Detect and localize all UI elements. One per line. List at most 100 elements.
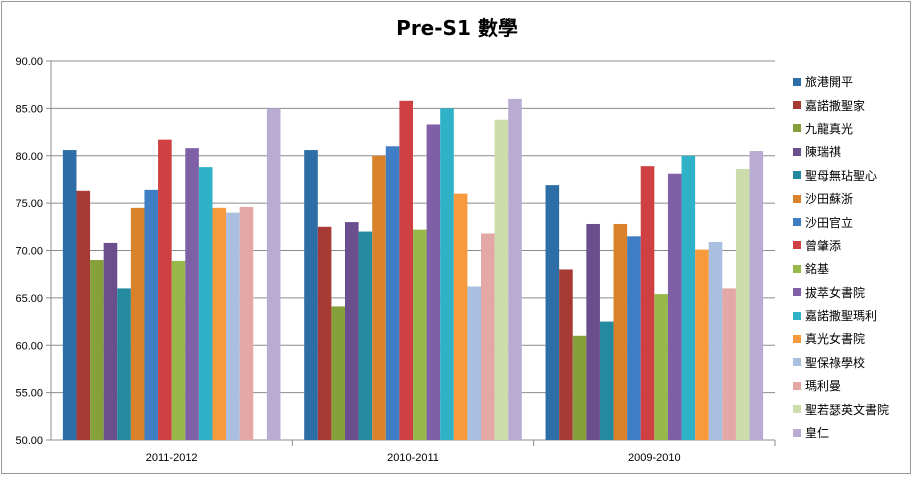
bar [345, 222, 359, 440]
legend-item: 曾肇添 [793, 234, 908, 257]
legend-swatch [793, 194, 801, 203]
legend-item: 聖母無玷聖心 [793, 164, 908, 187]
bar [559, 269, 573, 440]
legend-label: 陳瑞祺 [805, 145, 842, 160]
legend-item: 嘉諾撒聖瑪利 [793, 304, 908, 327]
bar [749, 151, 764, 440]
legend-swatch [793, 288, 801, 297]
y-tick-label: 55.00 [15, 388, 43, 400]
legend-swatch [793, 147, 801, 156]
chart-legend: 旅港開平嘉諾撒聖家九龍真光陳瑞祺聖母無玷聖心 沙田蘇浙沙田官立曾肇添銘基拔萃女書院… [793, 70, 908, 444]
bar [467, 286, 481, 440]
bar [599, 321, 614, 440]
legend-swatch [793, 358, 801, 367]
legend-label: 沙田官立 [805, 215, 854, 230]
y-tick-label: 80.00 [15, 151, 43, 163]
bar [185, 148, 199, 441]
legend-item: 皇仁 [793, 421, 908, 444]
bar [722, 288, 736, 440]
bar [572, 335, 587, 440]
bar [117, 288, 131, 440]
bar [640, 166, 655, 441]
legend-label: 聖母無玷聖心 [805, 168, 878, 183]
bar [331, 306, 345, 440]
legend-item: 銘基 [793, 257, 908, 280]
bar [226, 212, 240, 440]
bar [103, 242, 118, 440]
legend-swatch [793, 77, 801, 86]
bar [317, 226, 332, 440]
legend-label: 嘉諾撒聖瑪利 [805, 309, 878, 324]
y-tick-label: 60.00 [15, 340, 43, 352]
legend-label: 曾肇添 [805, 238, 842, 253]
y-tick-label: 75.00 [15, 198, 43, 210]
legend-item: 旅港開平 [793, 70, 908, 93]
bar [144, 189, 159, 440]
legend-swatch [793, 334, 801, 343]
y-tick-label: 90.00 [15, 56, 43, 68]
legend-item: 九龍真光 [793, 117, 908, 140]
bar [440, 108, 454, 440]
legend-item: 沙田官立 [793, 210, 908, 233]
bar [130, 207, 145, 440]
y-tick-label: 65.00 [15, 293, 43, 305]
legend-label: 瑪利曼 [805, 379, 842, 394]
bar [695, 249, 709, 440]
bar [62, 150, 77, 440]
bar [586, 223, 600, 440]
bar [667, 173, 682, 440]
legend-swatch [793, 428, 801, 437]
bar [212, 207, 227, 440]
chart-title: Pre-S1 數學 [396, 16, 518, 40]
y-tick-label: 70.00 [15, 246, 43, 258]
legend-swatch [793, 311, 801, 320]
legend-label: 銘基 [805, 262, 830, 277]
bar [426, 124, 441, 441]
legend-item: 真光女書院 [793, 327, 908, 350]
legend-swatch [793, 218, 801, 227]
legend-label: 聖若瑟英文書院 [805, 402, 890, 417]
legend-item: 聖若瑟英文書院 [793, 397, 908, 420]
legend-swatch [793, 124, 801, 133]
legend-item: 瑪利曼 [793, 374, 908, 397]
bar [358, 231, 373, 440]
legend-item: 拔萃女書院 [793, 281, 908, 304]
legend-swatch [793, 264, 801, 273]
bar [76, 190, 91, 440]
bar [399, 100, 413, 441]
legend-label: 聖保祿學校 [805, 355, 866, 370]
legend-label: 九龍真光 [805, 121, 854, 136]
legend-item: 聖保祿學校 [793, 351, 908, 374]
bar [266, 108, 281, 440]
legend-swatch [793, 241, 801, 250]
legend-swatch [793, 101, 801, 110]
bar [654, 294, 668, 440]
x-category-label: 2011-2012 [146, 452, 198, 464]
legend-label: 沙田蘇浙 [805, 192, 854, 207]
bar [90, 259, 104, 440]
bar [453, 193, 468, 440]
legend-label: 嘉諾撒聖家 [805, 98, 866, 113]
x-category-label: 2010-2011 [387, 452, 439, 464]
bar [198, 167, 213, 440]
legend-item: 嘉諾撒聖家 [793, 93, 908, 116]
bar [494, 119, 509, 441]
legend-label: 真光女書院 [805, 332, 866, 347]
legend-swatch [793, 381, 801, 390]
legend-label: 拔萃女書院 [805, 285, 866, 300]
bar [613, 223, 628, 440]
legend-label: 皇仁 [805, 426, 830, 441]
bar [372, 155, 386, 440]
bar [681, 155, 696, 440]
bar [158, 139, 172, 440]
y-tick-label: 50.00 [15, 435, 43, 447]
y-tick-label: 85.00 [15, 103, 43, 115]
bar [239, 206, 254, 440]
legend-swatch [793, 171, 801, 180]
bar [171, 260, 186, 440]
legend-item: 沙田蘇浙 [793, 187, 908, 210]
bar [627, 236, 641, 440]
bar [545, 185, 560, 440]
bar [508, 98, 522, 441]
